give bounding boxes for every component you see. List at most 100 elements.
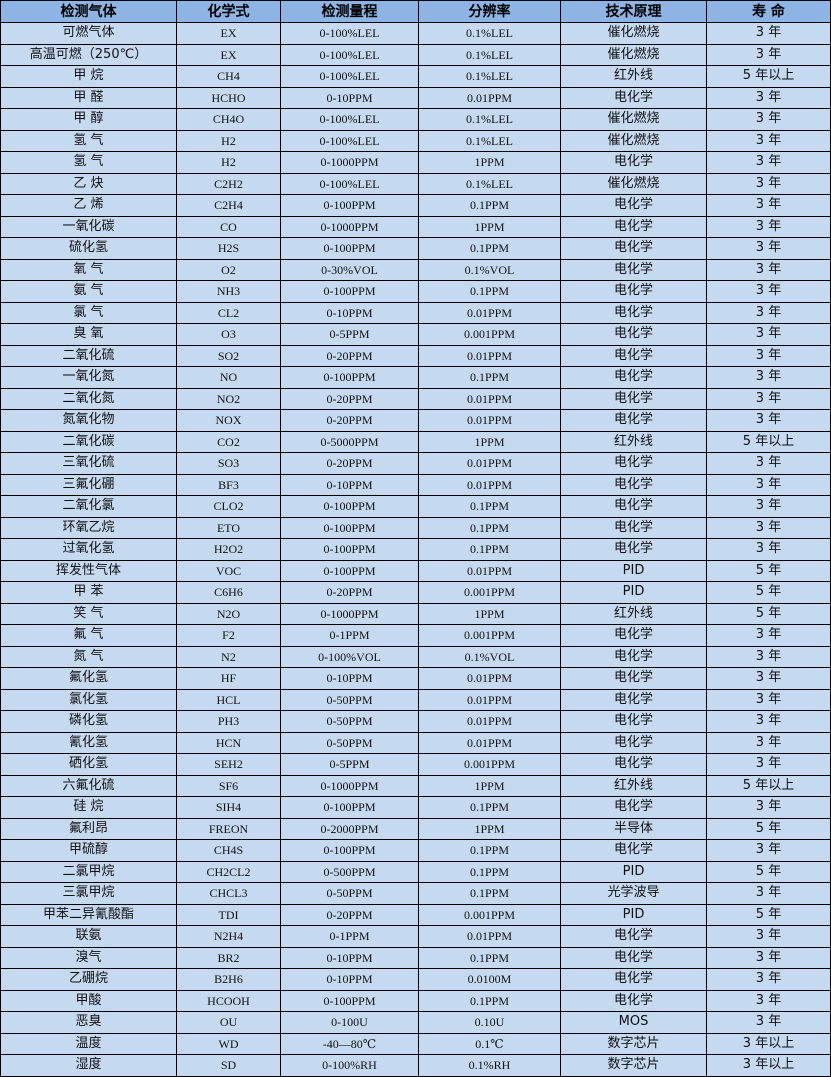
gas-cell: 氯化氢 [0, 688, 177, 711]
lifespan-cell: 5 年 [706, 602, 831, 625]
table-row: 氨 气 NH3 0-100PPM 0.1PPM 电化学 3 年 [0, 280, 831, 303]
lifespan-cell: 5 年以上 [706, 65, 831, 88]
range-cell: 0-100PPM [280, 559, 419, 582]
principle-cell: 电化学 [560, 323, 707, 346]
range-cell: 0-1000PPM [280, 151, 419, 174]
principle-cell: 电化学 [560, 946, 707, 969]
formula-cell: CH4O [176, 108, 281, 131]
table-row: 氟化氢 HF 0-10PPM 0.01PPM 电化学 3 年 [0, 667, 831, 690]
range-cell: 0-20PPM [280, 452, 419, 475]
principle-cell: 电化学 [560, 624, 707, 647]
range-cell: 0-1000PPM [280, 774, 419, 797]
table-row: 氟利昂 FREON 0-2000PPM 1PPM 半导体 5 年 [0, 817, 831, 840]
formula-cell: SIH4 [176, 796, 281, 819]
formula-cell: PH3 [176, 710, 281, 733]
range-cell: 0-50PPM [280, 710, 419, 733]
principle-cell: PID [560, 903, 707, 926]
principle-cell: MOS [560, 1011, 707, 1034]
table-row: 甲硫醇 CH4S 0-100PPM 0.1PPM 电化学 3 年 [0, 839, 831, 862]
principle-cell: 电化学 [560, 366, 707, 389]
principle-cell: 电化学 [560, 473, 707, 496]
table-row: 笑 气 N2O 0-1000PPM 1PPM 红外线 5 年 [0, 602, 831, 625]
table-row: 二氧化氮 NO2 0-20PPM 0.01PPM 电化学 3 年 [0, 387, 831, 410]
table-row: 三氧化硫 SO3 0-20PPM 0.01PPM 电化学 3 年 [0, 452, 831, 475]
principle-cell: 电化学 [560, 409, 707, 432]
formula-cell: NH3 [176, 280, 281, 303]
gas-cell: 硒化氢 [0, 753, 177, 776]
formula-cell: EX [176, 22, 281, 45]
formula-cell: H2S [176, 237, 281, 260]
gas-cell: 氧 气 [0, 258, 177, 281]
header-gas: 检测气体 [0, 0, 177, 23]
gas-cell: 氯 气 [0, 301, 177, 324]
resolution-cell: 0.10U [418, 1011, 561, 1034]
formula-cell: O2 [176, 258, 281, 281]
table-row: 甲苯二异氰酸酯 TDI 0-20PPM 0.001PPM PID 5 年 [0, 903, 831, 926]
range-cell: 0-20PPM [280, 387, 419, 410]
range-cell: 0-10PPM [280, 86, 419, 109]
lifespan-cell: 3 年 [706, 366, 831, 389]
range-cell: 0-100PPM [280, 839, 419, 862]
lifespan-cell: 3 年 [706, 151, 831, 174]
principle-cell: 电化学 [560, 989, 707, 1012]
formula-cell: WD [176, 1032, 281, 1055]
resolution-cell: 0.1%LEL [418, 172, 561, 195]
lifespan-cell: 3 年 [706, 258, 831, 281]
range-cell: 0-100%RH [280, 1054, 419, 1077]
formula-cell: C2H2 [176, 172, 281, 195]
resolution-cell: 0.001PPM [418, 753, 561, 776]
resolution-cell: 1PPM [418, 430, 561, 453]
range-cell: 0-20PPM [280, 581, 419, 604]
header-principle: 技术原理 [560, 0, 707, 23]
range-cell: 0-100PPM [280, 989, 419, 1012]
range-cell: 0-20PPM [280, 903, 419, 926]
range-cell: 0-100PPM [280, 538, 419, 561]
principle-cell: PID [560, 860, 707, 883]
header-lifespan: 寿 命 [706, 0, 831, 23]
gas-cell: 笑 气 [0, 602, 177, 625]
resolution-cell: 0.1%LEL [418, 108, 561, 131]
range-cell: 0-100PPM [280, 495, 419, 518]
table-row: 恶臭 OU 0-100U 0.10U MOS 3 年 [0, 1011, 831, 1034]
table-row: 硫化氢 H2S 0-100PPM 0.1PPM 电化学 3 年 [0, 237, 831, 260]
table-row: 湿度 SD 0-100%RH 0.1%RH 数字芯片 3 年以上 [0, 1054, 831, 1077]
principle-cell: 催化燃烧 [560, 43, 707, 66]
table-row: 氯 气 CL2 0-10PPM 0.01PPM 电化学 3 年 [0, 301, 831, 324]
resolution-cell: 0.001PPM [418, 581, 561, 604]
gas-cell: 一氧化氮 [0, 366, 177, 389]
formula-cell: HCOOH [176, 989, 281, 1012]
gas-cell: 氮 气 [0, 645, 177, 668]
formula-cell: SEH2 [176, 753, 281, 776]
formula-cell: N2 [176, 645, 281, 668]
table-row: 甲 烷 CH4 0-100%LEL 0.1%LEL 红外线 5 年以上 [0, 65, 831, 88]
lifespan-cell: 3 年 [706, 43, 831, 66]
principle-cell: 电化学 [560, 301, 707, 324]
resolution-cell: 0.1%RH [418, 1054, 561, 1077]
table-row: 臭 氧 O3 0-5PPM 0.001PPM 电化学 3 年 [0, 323, 831, 346]
formula-cell: CH2CL2 [176, 860, 281, 883]
range-cell: 0-100PPM [280, 796, 419, 819]
lifespan-cell: 3 年以上 [706, 1054, 831, 1077]
lifespan-cell: 3 年 [706, 344, 831, 367]
gas-cell: 湿度 [0, 1054, 177, 1077]
table-row: 乙硼烷 B2H6 0-10PPM 0.0100M 电化学 3 年 [0, 968, 831, 991]
lifespan-cell: 3 年 [706, 538, 831, 561]
principle-cell: 电化学 [560, 688, 707, 711]
lifespan-cell: 3 年 [706, 839, 831, 862]
principle-cell: 催化燃烧 [560, 172, 707, 195]
principle-cell: 电化学 [560, 925, 707, 948]
formula-cell: HF [176, 667, 281, 690]
principle-cell: 半导体 [560, 817, 707, 840]
resolution-cell: 0.1%LEL [418, 65, 561, 88]
gas-cell: 甲 醛 [0, 86, 177, 109]
lifespan-cell: 3 年 [706, 731, 831, 754]
resolution-cell: 0.001PPM [418, 903, 561, 926]
resolution-cell: 0.1℃ [418, 1032, 561, 1055]
lifespan-cell: 3 年 [706, 280, 831, 303]
gas-cell: 二氧化氯 [0, 495, 177, 518]
table-row: 甲 醇 CH4O 0-100%LEL 0.1%LEL 催化燃烧 3 年 [0, 108, 831, 131]
resolution-cell: 0.01PPM [418, 688, 561, 711]
lifespan-cell: 3 年 [706, 989, 831, 1012]
resolution-cell: 0.1%LEL [418, 129, 561, 152]
principle-cell: 红外线 [560, 602, 707, 625]
